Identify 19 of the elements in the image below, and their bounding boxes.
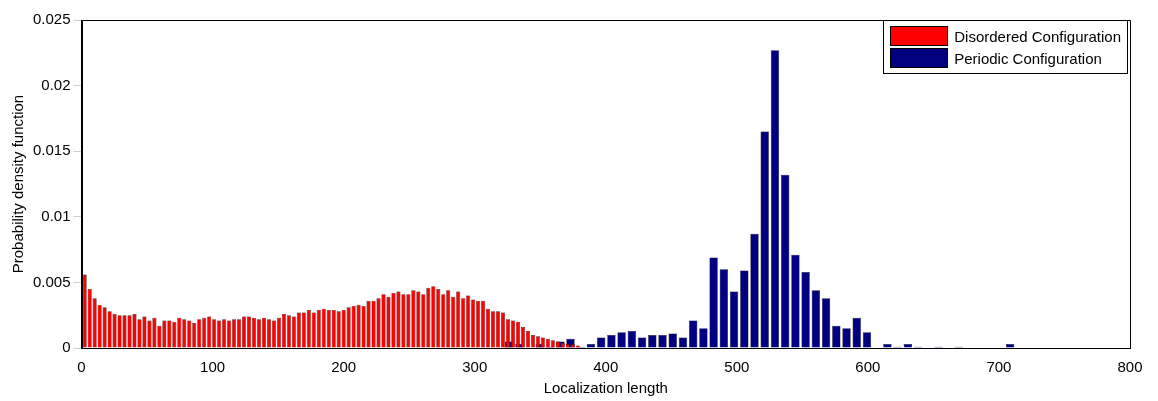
y-tick-label: 0.025 — [32, 10, 71, 28]
x-tick-label: 200 — [331, 358, 357, 376]
legend-label: Disordered Configuration — [954, 27, 1121, 45]
y-tick-label: 0 — [62, 338, 71, 356]
x-tick-label: 0 — [77, 358, 86, 376]
y-tick-label: 0.02 — [41, 75, 71, 93]
x-tick-label: 500 — [724, 358, 750, 376]
y-tick-label: 0.015 — [32, 141, 71, 159]
x-tick-label: 300 — [462, 358, 488, 376]
y-tick-label: 0.005 — [32, 272, 71, 290]
x-tick-label: 700 — [986, 358, 1012, 376]
x-axis-title: Localization length — [543, 379, 668, 397]
x-tick-label: 800 — [1117, 358, 1143, 376]
y-axis-title: Probability density function — [9, 94, 27, 274]
x-tick-label: 600 — [855, 358, 881, 376]
x-tick-label: 100 — [200, 358, 226, 376]
y-tick-label: 0.01 — [41, 206, 71, 224]
x-tick-label: 400 — [593, 358, 619, 376]
legend-label: Periodic Configuration — [954, 49, 1102, 67]
